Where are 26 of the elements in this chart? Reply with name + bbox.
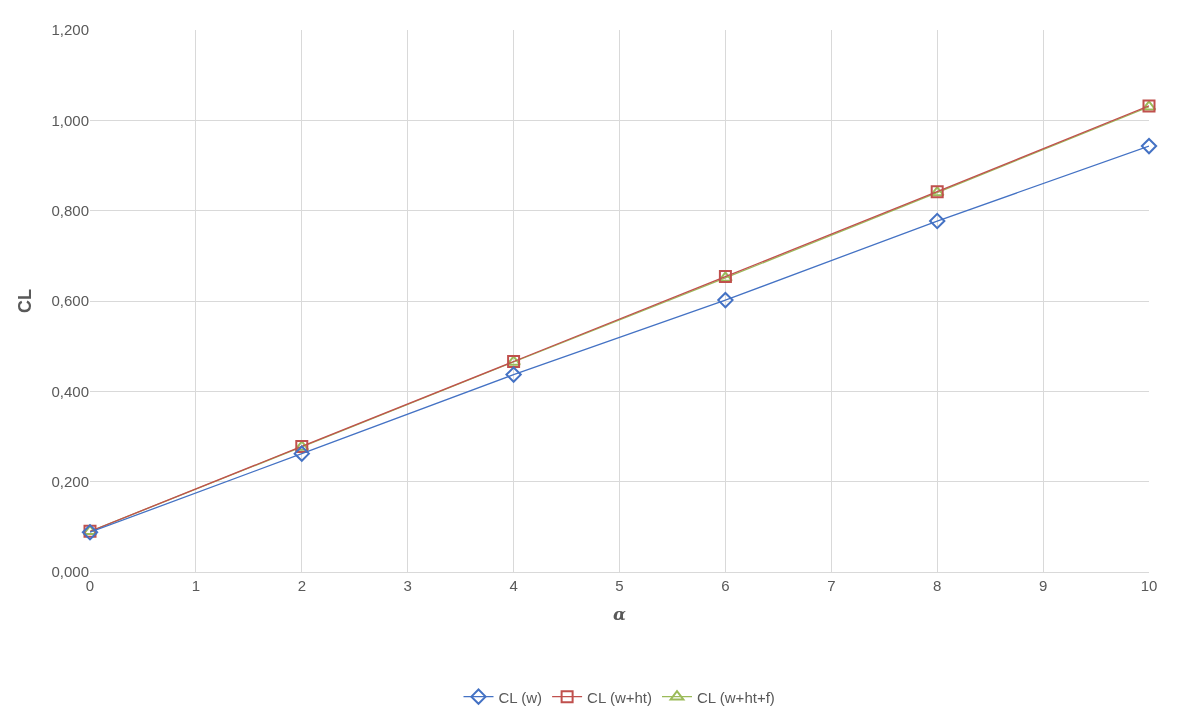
point bbox=[505, 366, 522, 383]
x-tick-label: 9 bbox=[1038, 577, 1048, 594]
x-tick-label: 2 bbox=[297, 577, 306, 594]
x-tick-label: 6 bbox=[721, 577, 730, 594]
x-tick-label: 3 bbox=[403, 577, 412, 594]
y-tick-label: 0,600 bbox=[51, 292, 89, 310]
x-tick-label: 10 bbox=[1140, 577, 1158, 594]
x-tick-label: 7 bbox=[827, 577, 836, 594]
point bbox=[929, 212, 946, 230]
x-tick-label: 1 bbox=[191, 577, 201, 594]
x-axis-title: α bbox=[612, 604, 627, 625]
y-tick-label: 0,400 bbox=[51, 382, 89, 400]
x-tick-label: 8 bbox=[933, 577, 942, 594]
y-tick-label: 1,200 bbox=[51, 21, 89, 39]
legend-label: CL (w) bbox=[498, 688, 543, 706]
y-tick-label: 0,800 bbox=[51, 201, 89, 219]
y-tick-label: 1,000 bbox=[51, 111, 89, 129]
point bbox=[293, 445, 310, 462]
x-tick-label: 4 bbox=[509, 577, 518, 594]
point bbox=[717, 291, 734, 309]
y-tick-label: 0,200 bbox=[51, 472, 89, 490]
point bbox=[1140, 137, 1158, 155]
legend-label: CL (w+ht) bbox=[587, 688, 652, 706]
y-axis-title: CL bbox=[14, 289, 35, 313]
x-tick-label: 5 bbox=[615, 577, 624, 594]
legend-label: CL (w+ht+f) bbox=[697, 688, 775, 706]
